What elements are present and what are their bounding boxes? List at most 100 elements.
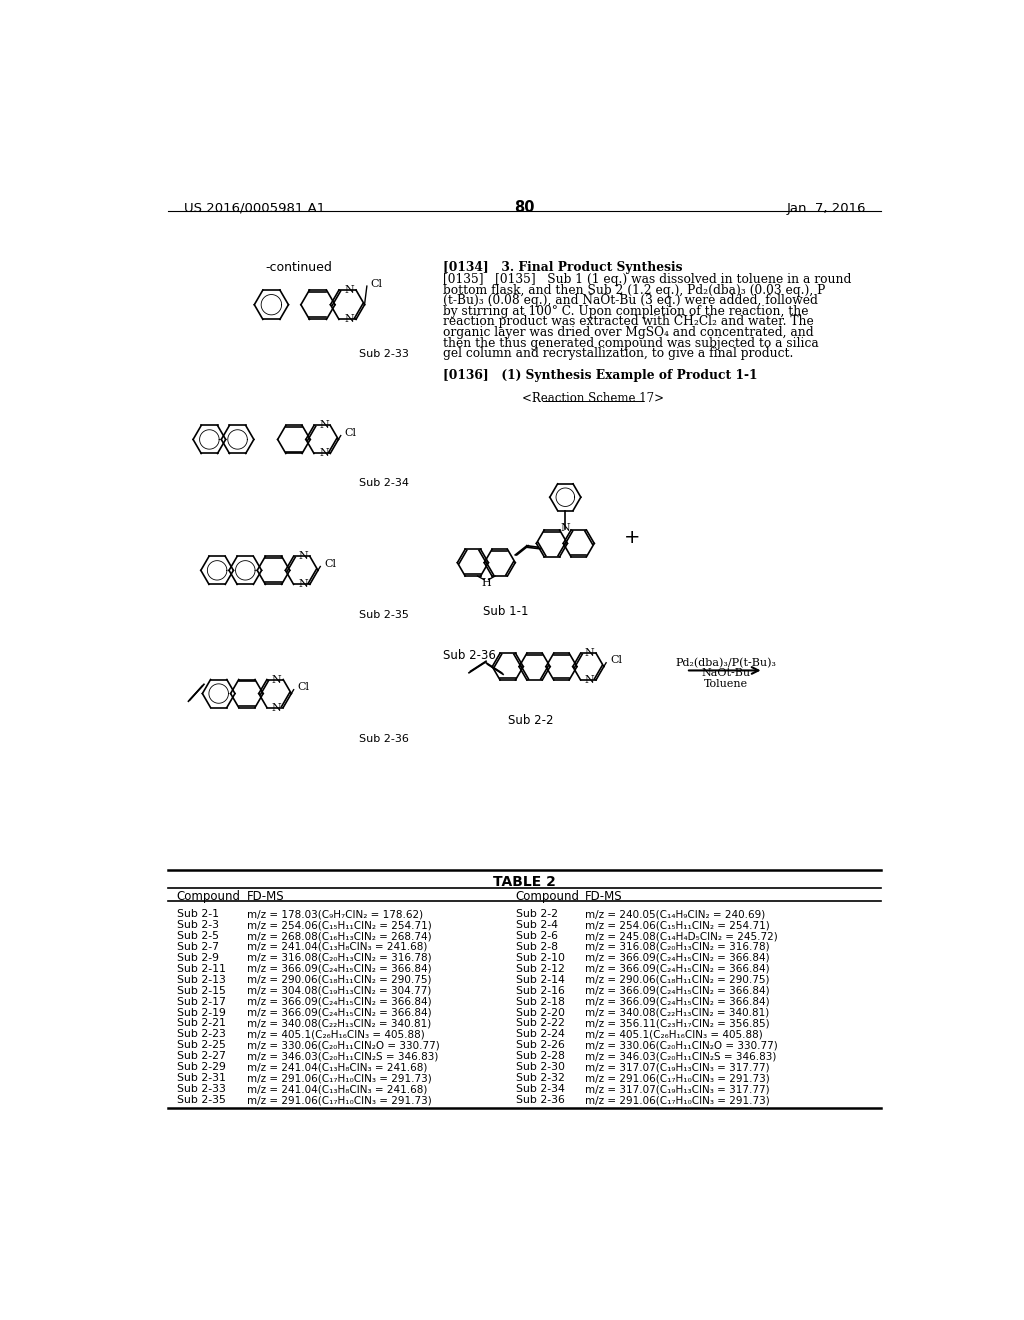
Text: m/z = 291.06(C₁₇H₁₀ClN₃ = 291.73): m/z = 291.06(C₁₇H₁₀ClN₃ = 291.73) <box>586 1096 770 1105</box>
Text: m/z = 316.08(C₂₀H₁₃ClN₂ = 316.78): m/z = 316.08(C₂₀H₁₃ClN₂ = 316.78) <box>586 942 770 952</box>
Text: N: N <box>345 314 354 325</box>
Text: Sub 2-24: Sub 2-24 <box>515 1030 564 1039</box>
Text: Sub 2-2: Sub 2-2 <box>515 909 557 919</box>
Text: Pd₂(dba)₃/P(t-Bu)₃: Pd₂(dba)₃/P(t-Bu)₃ <box>676 659 777 668</box>
Text: Sub 2-34: Sub 2-34 <box>515 1084 564 1094</box>
Text: Sub 2-36: Sub 2-36 <box>515 1096 564 1105</box>
Text: TABLE 2: TABLE 2 <box>494 875 556 888</box>
Text: m/z = 178.03(C₉H₇ClN₂ = 178.62): m/z = 178.03(C₉H₇ClN₂ = 178.62) <box>247 909 423 919</box>
Text: Sub 2-19: Sub 2-19 <box>177 1007 225 1018</box>
Text: Sub 2-17: Sub 2-17 <box>177 997 225 1007</box>
Text: FD-MS: FD-MS <box>586 890 623 903</box>
Text: Sub 2-21: Sub 2-21 <box>177 1019 225 1028</box>
Text: 80: 80 <box>514 199 536 215</box>
Text: (t-Bu)₃ (0.08 eq.), and NaOt-Bu (3 eq.) were added, followed: (t-Bu)₃ (0.08 eq.), and NaOt-Bu (3 eq.) … <box>443 294 818 308</box>
Text: Sub 2-1: Sub 2-1 <box>177 909 219 919</box>
Text: N: N <box>585 648 595 659</box>
Text: Cl: Cl <box>371 279 383 289</box>
Text: Sub 2-32: Sub 2-32 <box>515 1073 564 1084</box>
Text: m/z = 241.04(C₁₃H₈ClN₃ = 241.68): m/z = 241.04(C₁₃H₈ClN₃ = 241.68) <box>247 1084 427 1094</box>
Text: m/z = 304.08(C₁₉H₁₃ClN₂ = 304.77): m/z = 304.08(C₁₉H₁₃ClN₂ = 304.77) <box>247 986 431 995</box>
Text: m/z = 291.06(C₁₇H₁₀ClN₃ = 291.73): m/z = 291.06(C₁₇H₁₀ClN₃ = 291.73) <box>586 1073 770 1084</box>
Text: m/z = 366.09(C₂₄H₁₅ClN₂ = 366.84): m/z = 366.09(C₂₄H₁₅ClN₂ = 366.84) <box>247 1007 431 1018</box>
Text: N: N <box>345 285 354 296</box>
Text: Sub 2-7: Sub 2-7 <box>177 942 219 952</box>
Text: Compound: Compound <box>177 890 241 903</box>
Text: Cl: Cl <box>610 656 622 665</box>
Text: m/z = 366.09(C₂₄H₁₅ClN₂ = 366.84): m/z = 366.09(C₂₄H₁₅ClN₂ = 366.84) <box>247 964 431 974</box>
Text: Sub 2-26: Sub 2-26 <box>515 1040 564 1051</box>
Text: Jan. 7, 2016: Jan. 7, 2016 <box>786 202 866 215</box>
Text: m/z = 366.09(C₂₄H₁₅ClN₂ = 366.84): m/z = 366.09(C₂₄H₁₅ClN₂ = 366.84) <box>586 964 770 974</box>
Text: FD-MS: FD-MS <box>247 890 285 903</box>
Text: m/z = 316.08(C₂₀H₁₃ClN₂ = 316.78): m/z = 316.08(C₂₀H₁₃ClN₂ = 316.78) <box>247 953 431 962</box>
Text: m/z = 366.09(C₂₄H₁₅ClN₂ = 366.84): m/z = 366.09(C₂₄H₁₅ClN₂ = 366.84) <box>586 986 770 995</box>
Text: Sub 2-13: Sub 2-13 <box>177 974 225 985</box>
Text: Compound: Compound <box>515 890 580 903</box>
Text: N: N <box>318 421 329 430</box>
Text: m/z = 291.06(C₁₇H₁₀ClN₃ = 291.73): m/z = 291.06(C₁₇H₁₀ClN₃ = 291.73) <box>247 1073 431 1084</box>
Text: m/z = 245.08(C₁₄H₄D₅ClN₂ = 245.72): m/z = 245.08(C₁₄H₄D₅ClN₂ = 245.72) <box>586 931 778 941</box>
Text: N: N <box>272 702 282 713</box>
Text: Sub 2-18: Sub 2-18 <box>515 997 564 1007</box>
Text: Sub 2-15: Sub 2-15 <box>177 986 225 995</box>
Text: m/z = 366.09(C₂₄H₁₅ClN₂ = 366.84): m/z = 366.09(C₂₄H₁₅ClN₂ = 366.84) <box>247 997 431 1007</box>
Text: then the thus generated compound was subjected to a silica: then the thus generated compound was sub… <box>443 337 819 350</box>
Text: N: N <box>299 552 308 561</box>
Text: m/z = 366.09(C₂₄H₁₅ClN₂ = 366.84): m/z = 366.09(C₂₄H₁₅ClN₂ = 366.84) <box>586 997 770 1007</box>
Text: Cl: Cl <box>298 682 309 693</box>
Text: Sub 2-33: Sub 2-33 <box>358 348 409 359</box>
Text: m/z = 346.03(C₂₀H₁₁ClN₂S = 346.83): m/z = 346.03(C₂₀H₁₁ClN₂S = 346.83) <box>247 1051 438 1061</box>
Text: m/z = 268.08(C₁₆H₁₃ClN₂ = 268.74): m/z = 268.08(C₁₆H₁₃ClN₂ = 268.74) <box>247 931 431 941</box>
Text: m/z = 241.04(C₁₃H₈ClN₃ = 241.68): m/z = 241.04(C₁₃H₈ClN₃ = 241.68) <box>247 942 427 952</box>
Text: m/z = 290.06(C₁₈H₁₁ClN₂ = 290.75): m/z = 290.06(C₁₈H₁₁ClN₂ = 290.75) <box>247 974 431 985</box>
Text: [0135]   [0135]   Sub 1 (1 eq.) was dissolved in toluene in a round: [0135] [0135] Sub 1 (1 eq.) was dissolve… <box>443 273 852 286</box>
Text: Cl: Cl <box>325 560 336 569</box>
Text: m/z = 317.07(C₁₉H₁₃ClN₃ = 317.77): m/z = 317.07(C₁₉H₁₃ClN₃ = 317.77) <box>586 1063 770 1072</box>
Text: m/z = 405.1(C₂₆H₁₆ClN₃ = 405.88): m/z = 405.1(C₂₆H₁₆ClN₃ = 405.88) <box>586 1030 763 1039</box>
Text: Toluene: Toluene <box>705 678 749 689</box>
Text: m/z = 241.04(C₁₃H₈ClN₃ = 241.68): m/z = 241.04(C₁₃H₈ClN₃ = 241.68) <box>247 1063 427 1072</box>
Text: Sub 2-3: Sub 2-3 <box>177 920 219 931</box>
Text: Sub 2-6: Sub 2-6 <box>515 931 557 941</box>
Text: H: H <box>481 578 492 587</box>
Text: N: N <box>585 675 595 685</box>
Text: Sub 2-23: Sub 2-23 <box>177 1030 225 1039</box>
Text: Sub 2-14: Sub 2-14 <box>515 974 564 985</box>
Text: m/z = 330.06(C₂₀H₁₁ClN₂O = 330.77): m/z = 330.06(C₂₀H₁₁ClN₂O = 330.77) <box>586 1040 778 1051</box>
Text: m/z = 240.05(C₁₄H₉ClN₂ = 240.69): m/z = 240.05(C₁₄H₉ClN₂ = 240.69) <box>586 909 766 919</box>
Text: Sub 2-16: Sub 2-16 <box>515 986 564 995</box>
Text: US 2016/0005981 A1: US 2016/0005981 A1 <box>183 202 325 215</box>
Text: m/z = 254.06(C₁₅H₁₁ClN₂ = 254.71): m/z = 254.06(C₁₅H₁₁ClN₂ = 254.71) <box>247 920 431 931</box>
Text: N: N <box>318 449 329 458</box>
Text: reaction product was extracted with CH₂Cl₂ and water. The: reaction product was extracted with CH₂C… <box>443 315 814 329</box>
Text: <Reaction Scheme 17>: <Reaction Scheme 17> <box>522 392 664 405</box>
Text: Sub 2-12: Sub 2-12 <box>515 964 564 974</box>
Text: m/z = 340.08(C₂₂H₁₃ClN₂ = 340.81): m/z = 340.08(C₂₂H₁₃ClN₂ = 340.81) <box>586 1007 769 1018</box>
Text: m/z = 291.06(C₁₇H₁₀ClN₃ = 291.73): m/z = 291.06(C₁₇H₁₀ClN₃ = 291.73) <box>247 1096 431 1105</box>
Text: m/z = 340.08(C₂₂H₁₃ClN₂ = 340.81): m/z = 340.08(C₂₂H₁₃ClN₂ = 340.81) <box>247 1019 431 1028</box>
Text: NaOt-Bu: NaOt-Bu <box>701 668 751 678</box>
Text: m/z = 366.09(C₂₄H₁₅ClN₂ = 366.84): m/z = 366.09(C₂₄H₁₅ClN₂ = 366.84) <box>586 953 770 962</box>
Text: Sub 2-35: Sub 2-35 <box>177 1096 225 1105</box>
Text: Sub 2-8: Sub 2-8 <box>515 942 557 952</box>
Text: N: N <box>272 675 282 685</box>
Text: bottom flask, and then Sub 2 (1.2 eq.), Pd₂(dba)₃ (0.03 eq.), P: bottom flask, and then Sub 2 (1.2 eq.), … <box>443 284 825 297</box>
Text: Sub 2-35: Sub 2-35 <box>358 610 409 620</box>
Text: gel column and recrystallization, to give a final product.: gel column and recrystallization, to giv… <box>443 347 794 360</box>
Text: m/z = 254.06(C₁₅H₁₁ClN₂ = 254.71): m/z = 254.06(C₁₅H₁₁ClN₂ = 254.71) <box>586 920 770 931</box>
Text: Sub 1-1: Sub 1-1 <box>483 605 529 618</box>
Text: Sub 2-5: Sub 2-5 <box>177 931 219 941</box>
Text: -continued: -continued <box>265 261 332 273</box>
Text: Sub 2-22: Sub 2-22 <box>515 1019 564 1028</box>
Text: Sub 2-36: Sub 2-36 <box>443 649 497 661</box>
Text: Sub 2-29: Sub 2-29 <box>177 1063 225 1072</box>
Text: by stirring at 100° C. Upon completion of the reaction, the: by stirring at 100° C. Upon completion o… <box>443 305 809 318</box>
Text: [0134]   3. Final Product Synthesis: [0134] 3. Final Product Synthesis <box>443 261 683 273</box>
Text: [0136]   (1) Synthesis Example of Product 1-1: [0136] (1) Synthesis Example of Product … <box>443 368 758 381</box>
Text: Sub 2-25: Sub 2-25 <box>177 1040 225 1051</box>
Text: m/z = 356.11(C₂₃H₁₇ClN₂ = 356.85): m/z = 356.11(C₂₃H₁₇ClN₂ = 356.85) <box>586 1019 770 1028</box>
Text: Sub 2-31: Sub 2-31 <box>177 1073 225 1084</box>
Text: Sub 2-10: Sub 2-10 <box>515 953 564 962</box>
Text: m/z = 317.07(C₁₉H₁₃ClN₃ = 317.77): m/z = 317.07(C₁₉H₁₃ClN₃ = 317.77) <box>586 1084 770 1094</box>
